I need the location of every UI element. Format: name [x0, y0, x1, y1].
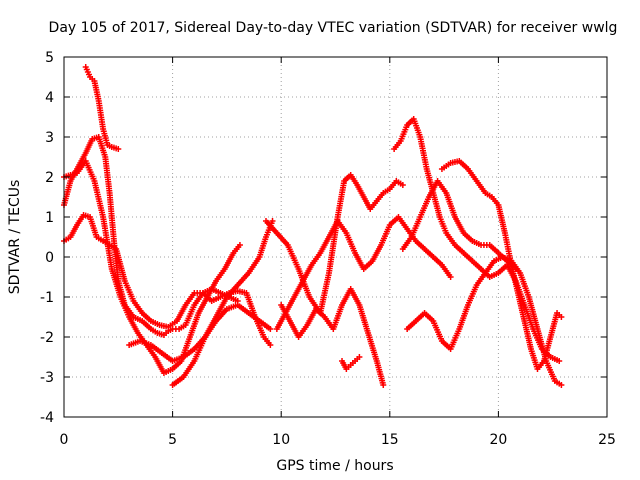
series-track-n: [399, 178, 519, 272]
y-tick-label: -1: [40, 290, 54, 306]
y-tick-label: -3: [40, 370, 54, 386]
data-point: [447, 274, 454, 280]
plot-frame: [63, 56, 608, 418]
series-track-h: [273, 214, 454, 332]
data-point: [115, 146, 122, 152]
series-track-c: [61, 212, 241, 330]
data-point: [399, 182, 406, 188]
data-point: [267, 326, 274, 332]
series-track-k: [391, 116, 563, 364]
series-track-i: [278, 286, 387, 388]
x-tick-label: 0: [60, 432, 69, 448]
y-tick-label: 4: [45, 90, 54, 106]
y-tick-labels: -4 -3 -2 -1 0 1 2 3 4 5: [40, 50, 54, 426]
data-point: [380, 382, 387, 388]
x-tick-labels: 0 5 10 15 20 25: [60, 432, 616, 448]
data-point: [267, 342, 274, 348]
series-track-j: [339, 354, 363, 372]
data-point: [558, 314, 565, 320]
data-points: [61, 64, 565, 388]
axis-ticks: [63, 56, 608, 418]
data-point: [269, 218, 276, 224]
series-track-a: [61, 134, 274, 348]
y-tick-label: -2: [40, 330, 54, 346]
x-tick-label: 5: [168, 432, 177, 448]
data-point: [556, 358, 563, 364]
x-axis-label: GPS time / hours: [276, 458, 393, 474]
data-point: [512, 266, 519, 272]
y-axis-label: SDTVAR / TECUs: [7, 180, 23, 295]
data-point: [356, 354, 363, 360]
series-track-b: [61, 158, 243, 376]
series-track-f: [169, 218, 276, 388]
y-tick-label: 1: [45, 210, 54, 226]
y-tick-label: 0: [45, 250, 54, 266]
x-tick-label: 15: [381, 432, 399, 448]
x-tick-label: 20: [489, 432, 507, 448]
chart-title: Day 105 of 2017, Sidereal Day-to-day VTE…: [49, 20, 618, 36]
x-tick-label: 25: [598, 432, 616, 448]
y-tick-label: 3: [45, 130, 54, 146]
series-track-e: [126, 302, 274, 364]
data-point: [236, 242, 243, 248]
series-track-g: [262, 172, 406, 316]
data-point: [558, 382, 565, 388]
series-track-d: [82, 64, 122, 152]
series-track-m: [438, 158, 565, 372]
y-tick-label: 5: [45, 50, 54, 66]
y-tick-label: -4: [40, 410, 54, 426]
y-tick-label: 2: [45, 170, 54, 186]
x-tick-label: 10: [272, 432, 290, 448]
